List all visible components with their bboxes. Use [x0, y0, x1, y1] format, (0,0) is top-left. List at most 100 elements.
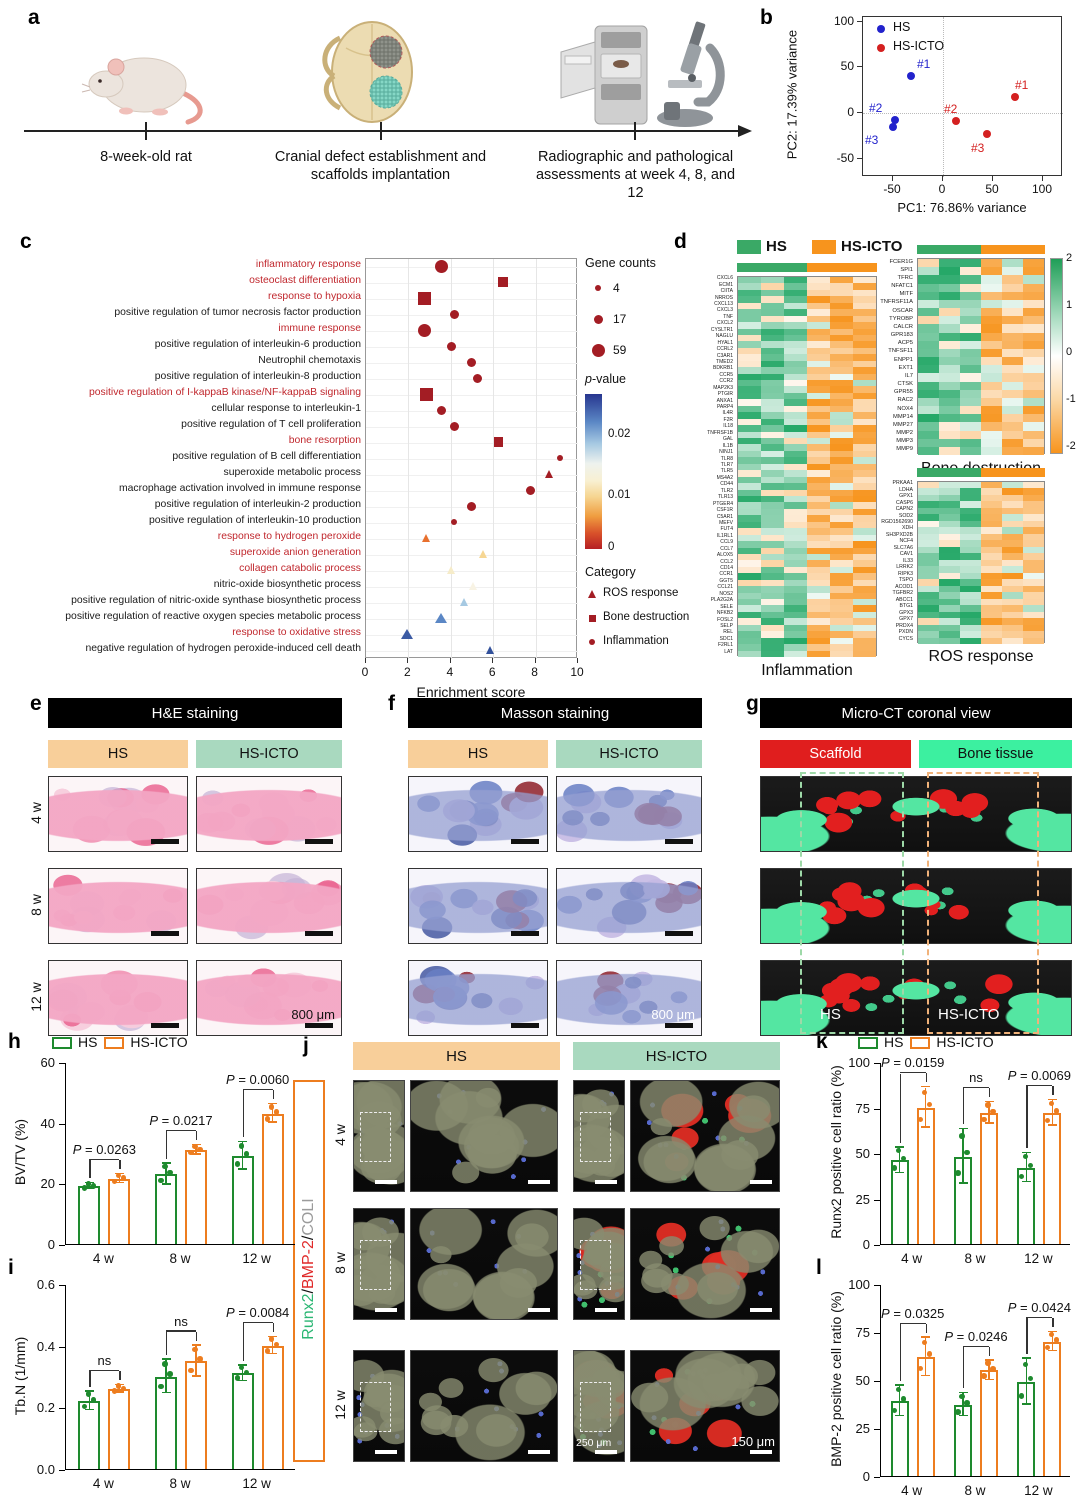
heatmap-row	[738, 373, 876, 381]
heatmap-row	[738, 334, 876, 342]
heatmap-cell	[784, 599, 807, 606]
heatmap-cell	[918, 585, 939, 593]
sig-bracket-leg	[196, 1131, 198, 1141]
heatmap-cell	[830, 495, 853, 503]
heatmap-gene-label: LDHA	[899, 486, 913, 493]
heatmap-cell	[960, 357, 981, 366]
scale-bar	[151, 839, 179, 844]
heatmap-cell	[738, 315, 761, 323]
heatmap-cell	[939, 618, 960, 626]
heatmap-gene-label: IL1RL1	[716, 532, 733, 539]
if-row-label: 12 w	[332, 1390, 348, 1420]
heatmap-cell	[738, 611, 761, 619]
error-bar-cap	[84, 1187, 94, 1190]
heatmap-cell	[807, 489, 830, 497]
heatmap-legend-hsicto-swatch	[812, 240, 836, 254]
go-marker	[419, 387, 433, 401]
heatmap-cell	[1002, 267, 1023, 276]
heatmap-cell	[807, 309, 830, 317]
heatmap-cell	[918, 446, 939, 456]
y-tick-label: 100	[848, 1277, 870, 1292]
bar-chart-bvtv: P = 0.0263 P = 0.0217 P = 0.0060	[65, 1063, 295, 1245]
heatmap-cell	[738, 508, 761, 516]
heatmap-cell	[761, 579, 784, 587]
heatmap-cell	[738, 341, 761, 349]
heatmap-cell	[830, 644, 853, 652]
data-point	[81, 1185, 88, 1191]
gene-counts-legend-title: Gene counts	[585, 256, 656, 270]
heatmap-cell	[1023, 283, 1044, 293]
sig-bracket-leg	[1052, 1318, 1054, 1327]
heatmap-gene-label: CYSLTR1	[710, 326, 733, 333]
heatmap-cell	[830, 463, 853, 471]
xray-machine-illustration	[560, 25, 648, 125]
heatmap-cell	[918, 332, 939, 342]
heatmap-cell	[981, 579, 1002, 587]
heatmap-cell	[918, 438, 939, 448]
sig-bracket-leg	[989, 1088, 991, 1098]
y-tick	[874, 1333, 880, 1334]
category-legend-marker	[587, 590, 596, 598]
if-hsicto-overview-4w	[573, 1080, 625, 1192]
heatmap-cell	[981, 365, 1002, 374]
heatmap-cell	[738, 553, 761, 561]
heatmap-gene-label: GPR183	[890, 332, 913, 339]
heatmap-cell	[1002, 348, 1023, 358]
heatmap-gene-label: CYCS	[898, 635, 913, 642]
heatmap-cell	[853, 534, 876, 542]
heatmap-cell	[830, 553, 853, 561]
heatmap-cell	[918, 291, 939, 301]
heatmap-cell	[784, 528, 807, 536]
bar-hs-icto	[1043, 1112, 1062, 1244]
heatmap-cell	[1002, 365, 1023, 374]
heatmap-cell	[853, 386, 876, 394]
legend-swatch	[104, 1037, 125, 1049]
heatmap-cell	[738, 334, 761, 342]
heatmap-cell	[918, 381, 939, 391]
heatmap-cell	[738, 579, 761, 587]
heatmap-cell	[830, 611, 853, 619]
heatmap-cell	[738, 412, 761, 420]
heatmap-row	[918, 566, 1044, 574]
heatmap-cell	[853, 347, 876, 355]
heatmap-cell	[807, 599, 830, 606]
if-hsicto-overview-8w	[573, 1208, 625, 1320]
heatmap-row	[738, 277, 876, 284]
go-term-label: Neutrophil chemotaxis	[258, 355, 361, 366]
gene-counts-legend-dot	[593, 314, 603, 324]
sig-bracket-leg	[119, 1371, 121, 1381]
go-term-label: positive regulation of I-kappaB kinase/N…	[88, 387, 361, 398]
heatmap-cell	[939, 520, 960, 528]
heatmap-gene-label: ENPP1	[893, 356, 913, 363]
sig-bracket-leg	[89, 1160, 91, 1179]
heatmap-cell	[981, 494, 1002, 502]
heatmap-gene-label: LRRK2	[896, 564, 913, 571]
heatmap-cell	[939, 482, 960, 489]
sig-bracket-leg	[166, 1331, 168, 1355]
heatmap-cell	[853, 515, 876, 523]
roi-dashed-box	[580, 1381, 611, 1433]
heatmap-gene-label: F2R	[723, 416, 733, 423]
heatmap-cell	[784, 418, 807, 426]
legend-swatch	[910, 1037, 931, 1049]
heatmap-cell	[981, 373, 1002, 382]
heatmap-row	[918, 316, 1044, 325]
heatmap-row	[738, 592, 876, 600]
heatmap-cell	[761, 296, 784, 304]
heatmap-gene-label: C5AR1	[716, 513, 733, 520]
heatmap-cell	[830, 624, 853, 632]
heatmap-cell	[761, 373, 784, 381]
heatmap-cell	[1002, 438, 1023, 448]
heatmap-cell	[761, 637, 784, 645]
data-point	[900, 1155, 907, 1162]
heatmap-cell	[807, 386, 830, 394]
heatmap-row	[738, 360, 876, 368]
heatmap-cell	[918, 373, 939, 382]
heatmap-cell	[807, 412, 830, 420]
heatmap-cell	[1023, 605, 1044, 613]
heatmap-cell	[761, 418, 784, 426]
dotplot-row-gridline	[366, 315, 578, 316]
heatmap-row	[738, 283, 876, 291]
heatmap-cell	[981, 598, 1002, 606]
heatmap-cell	[981, 397, 1002, 407]
